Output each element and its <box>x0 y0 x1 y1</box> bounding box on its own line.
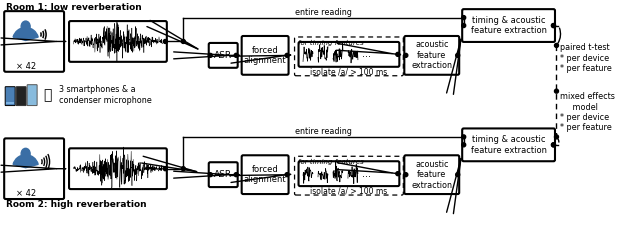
Circle shape <box>404 173 408 177</box>
Circle shape <box>461 24 466 28</box>
Circle shape <box>181 167 186 171</box>
Text: forced
alignment: forced alignment <box>244 46 287 65</box>
Wedge shape <box>13 28 38 40</box>
Circle shape <box>396 172 400 176</box>
Text: timing & acoustic
feature extraction: timing & acoustic feature extraction <box>470 16 547 35</box>
Circle shape <box>208 173 212 177</box>
FancyBboxPatch shape <box>404 155 459 194</box>
FancyBboxPatch shape <box>4 11 64 72</box>
Circle shape <box>456 53 460 57</box>
Text: 🎤: 🎤 <box>44 88 52 102</box>
Wedge shape <box>13 155 38 168</box>
Circle shape <box>285 53 289 57</box>
Text: isolate /a/ > 100 ms: isolate /a/ > 100 ms <box>310 67 388 76</box>
Circle shape <box>461 135 466 139</box>
FancyBboxPatch shape <box>242 36 289 75</box>
Circle shape <box>404 53 408 57</box>
FancyBboxPatch shape <box>404 36 459 75</box>
Text: entire reading: entire reading <box>295 127 352 136</box>
Text: × 42: × 42 <box>15 189 36 198</box>
Text: entire reading: entire reading <box>295 8 352 17</box>
Text: isolate /a/ > 100 ms: isolate /a/ > 100 ms <box>310 187 388 196</box>
Text: acoustic
feature
extraction: acoustic feature extraction <box>412 160 452 190</box>
Circle shape <box>163 167 167 171</box>
Circle shape <box>234 53 238 57</box>
Circle shape <box>285 173 289 177</box>
Circle shape <box>552 143 556 147</box>
Circle shape <box>163 39 167 43</box>
FancyBboxPatch shape <box>6 102 14 104</box>
Circle shape <box>552 24 556 28</box>
Circle shape <box>554 135 559 139</box>
Text: Room 1: low reverberation: Room 1: low reverberation <box>6 3 141 12</box>
Text: for timing features: for timing features <box>298 159 364 165</box>
Text: Room 2: high reverberation: Room 2: high reverberation <box>6 199 147 209</box>
FancyBboxPatch shape <box>27 85 37 105</box>
Text: acoustic
feature
extraction: acoustic feature extraction <box>412 40 452 70</box>
Circle shape <box>181 39 186 43</box>
Circle shape <box>396 52 400 56</box>
FancyBboxPatch shape <box>5 87 15 105</box>
Circle shape <box>554 43 559 47</box>
Text: ...: ... <box>362 49 371 59</box>
FancyBboxPatch shape <box>242 155 289 194</box>
FancyBboxPatch shape <box>462 128 555 161</box>
Circle shape <box>461 143 466 147</box>
FancyBboxPatch shape <box>16 87 26 105</box>
FancyBboxPatch shape <box>209 43 237 68</box>
FancyBboxPatch shape <box>298 161 399 186</box>
Circle shape <box>552 143 556 147</box>
FancyBboxPatch shape <box>69 21 167 62</box>
Ellipse shape <box>21 148 30 159</box>
Text: timing & acoustic
feature extraction: timing & acoustic feature extraction <box>470 135 547 155</box>
Text: ASR: ASR <box>214 51 232 60</box>
Circle shape <box>461 16 466 20</box>
FancyBboxPatch shape <box>69 148 167 189</box>
FancyBboxPatch shape <box>294 37 403 76</box>
Text: × 42: × 42 <box>15 62 36 71</box>
Circle shape <box>208 53 212 57</box>
FancyBboxPatch shape <box>209 162 237 187</box>
Ellipse shape <box>21 21 30 32</box>
Circle shape <box>234 173 238 177</box>
Text: ASR: ASR <box>214 170 232 179</box>
Circle shape <box>554 89 559 93</box>
FancyBboxPatch shape <box>298 42 399 67</box>
Circle shape <box>552 24 556 28</box>
Text: forced
alignment: forced alignment <box>244 165 287 184</box>
Circle shape <box>456 173 460 177</box>
Text: 3 smartphones & a
condenser microphone: 3 smartphones & a condenser microphone <box>59 85 151 105</box>
Text: paired t-test
* per device
* per feature: paired t-test * per device * per feature <box>561 43 612 73</box>
Text: mixed effects
     model
* per device
* per feature: mixed effects model * per device * per f… <box>561 92 615 132</box>
Text: for timing features: for timing features <box>298 39 364 46</box>
FancyBboxPatch shape <box>4 138 64 199</box>
FancyBboxPatch shape <box>294 156 403 195</box>
Text: ...: ... <box>362 169 371 179</box>
FancyBboxPatch shape <box>462 9 555 42</box>
